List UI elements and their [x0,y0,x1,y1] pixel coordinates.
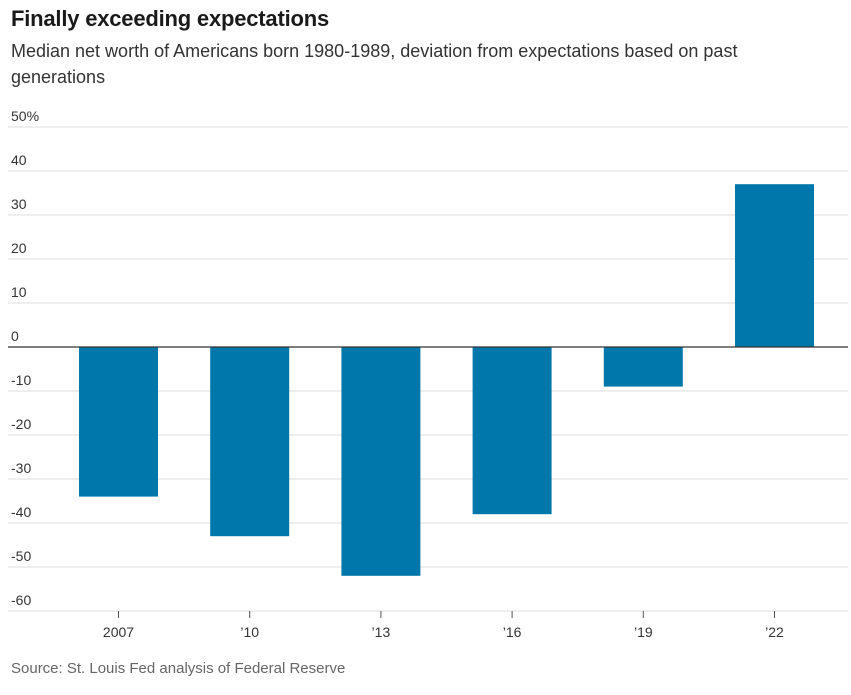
chart-subtitle: Median net worth of Americans born 1980-… [11,41,738,87]
y-tick-label: 40 [11,152,27,168]
y-tick-label: -50 [11,548,31,564]
x-tick-label: ’22 [765,624,784,640]
y-tick-label: 0 [11,328,19,344]
x-tick-label: ’13 [372,624,391,640]
y-axis-ticks: 50% 40 30 20 10 0 -10 -20 -30 -40 -50 -60 [11,108,39,608]
x-tick-label: ’16 [503,624,522,640]
y-tick-label: 30 [11,196,27,212]
y-tick-label: -20 [11,416,31,432]
bar [472,347,552,515]
x-tick-label: ’19 [634,624,653,640]
bar [341,347,421,576]
y-tick-label: -30 [11,460,31,476]
source-note: Source: St. Louis Fed analysis of Federa… [11,660,346,677]
y-tick-label: 50% [11,108,39,124]
bars [79,184,814,576]
y-tick-label: 20 [11,240,27,256]
y-tick-label: -60 [11,592,31,608]
y-tick-label: -10 [11,372,31,388]
bar [603,347,683,387]
bar [79,347,158,497]
x-tick-label: ’10 [240,624,259,640]
x-axis-ticks: 2007 ’10 ’13 ’16 ’19 ’22 [103,611,784,640]
y-tick-label: -40 [11,504,31,520]
y-tick-label: 10 [11,284,27,300]
x-tick-label: 2007 [103,624,134,640]
bar [210,347,290,537]
bar [735,184,814,347]
chart-title: Finally exceeding expectations [11,6,330,31]
